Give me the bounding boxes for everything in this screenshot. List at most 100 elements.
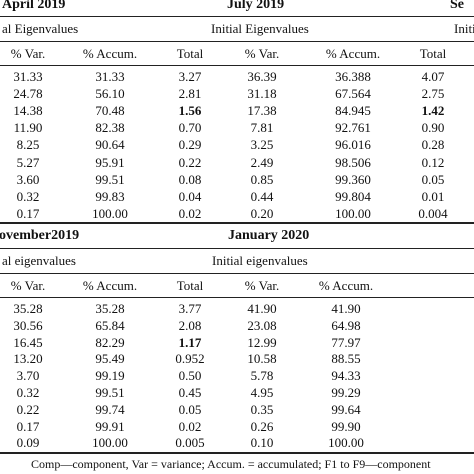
table2-cell: 0.02: [178, 418, 202, 434]
table1-cell: 0.20: [250, 205, 274, 221]
table1-cell: 92.761: [335, 120, 371, 136]
table1-cell: 17.38: [247, 103, 277, 119]
table1-cell: 100.00: [92, 205, 128, 221]
table2-col-header: % Var.: [10, 278, 46, 293]
table2-col-header: % Var.: [244, 278, 280, 293]
table2-cell: 99.74: [95, 401, 125, 417]
table2-cell: 2.08: [178, 317, 202, 333]
table1-cell: 0.85: [250, 171, 274, 187]
table2-cell: 41.90: [247, 301, 277, 316]
table1-cell: 0.32: [16, 188, 40, 204]
table1-subheader-3: Initi: [454, 21, 474, 36]
table2-cell: 35.28: [13, 301, 43, 316]
table2-cell: 0.35: [250, 401, 274, 417]
table2-cell: 99.91: [95, 418, 125, 434]
table1-cell: 24.78: [13, 86, 43, 102]
table1-cell: 3.60: [16, 171, 40, 187]
table2-cell: 0.10: [250, 435, 274, 451]
table2-cell: 30.56: [13, 317, 43, 333]
table2-cell: 41.90: [331, 301, 361, 316]
table1-cell: 5.27: [16, 154, 40, 170]
table1-cell: 70.48: [95, 103, 125, 119]
table2-cell: 0.952: [175, 351, 205, 367]
table2-col-header: Total: [176, 278, 204, 293]
table1-cell: 3.25: [250, 137, 274, 153]
table1-cell: 56.10: [95, 86, 125, 102]
table1-cell: 67.564: [335, 86, 371, 102]
table1-cell: 4.07: [421, 69, 445, 84]
table1-col-header: % Var.: [244, 46, 280, 61]
table2-cell: 82.29: [95, 334, 125, 350]
table1-title-rule: [0, 16, 474, 17]
table2-cell: 0.05: [178, 401, 202, 417]
table1-cell: 0.08: [178, 171, 202, 187]
table1-cell: 3.27: [178, 69, 202, 84]
table2-cell: 0.26: [250, 418, 274, 434]
table1-col-header: Total: [419, 46, 447, 61]
table1-cell: 11.90: [13, 120, 43, 136]
table1-cell: 2.49: [250, 154, 274, 170]
table1-cell: 14.38: [13, 103, 43, 119]
table1-cell: 99.51: [95, 171, 125, 187]
table2-cell: 95.49: [95, 351, 125, 367]
table1-col-header: % Accum.: [82, 46, 138, 61]
table1-cell: 0.17: [16, 205, 40, 221]
table2-cell: 10.58: [247, 351, 277, 367]
table2-cell: 94.33: [331, 368, 361, 384]
table1-header-rule: [0, 65, 474, 66]
table2-cell: 35.28: [95, 301, 125, 316]
table2-subheader-rule: [0, 273, 474, 274]
table2-bottom-rule: [0, 452, 474, 454]
table2-cell: 64.98: [331, 317, 361, 333]
table1-cell: 0.44: [250, 188, 274, 204]
table2-cell: 16.45: [13, 334, 43, 350]
table1-col-header: % Accum.: [325, 46, 381, 61]
table1-cell: 1.56: [178, 103, 202, 119]
table2-cell: 88.55: [331, 351, 361, 367]
table1-title-april-2019: April 2019: [2, 0, 66, 12]
table2-col-header: % Accum.: [82, 278, 138, 293]
table2-header-rule: [0, 297, 474, 298]
table1-cell: 2.81: [178, 86, 202, 102]
footnote: Comp—component, Var = variance; Accum. =…: [31, 457, 431, 471]
table2-cell: 3.77: [178, 301, 202, 316]
table2-cell: 0.22: [16, 401, 40, 417]
table2-cell: 5.78: [250, 368, 274, 384]
table2-cell: 99.64: [331, 401, 361, 417]
table2-subheader-1: al eigenvalues: [2, 253, 76, 268]
table1-cell: 0.01: [421, 188, 445, 204]
table1-col-header: % Var.: [10, 46, 46, 61]
table1-title-september: Se: [450, 0, 464, 12]
table1-col-header: Total: [176, 46, 204, 61]
table2-cell: 23.08: [247, 317, 277, 333]
table1-cell: 96.016: [335, 137, 371, 153]
table2-cell: 4.95: [250, 385, 274, 400]
table2-cell: 1.17: [178, 334, 202, 350]
table2-col-header: % Accum.: [318, 278, 374, 293]
table1-cell: 31.33: [95, 69, 125, 84]
table1-cell: 0.004: [418, 205, 448, 221]
table1-cell: 95.91: [95, 154, 125, 170]
table1-cell: 100.00: [335, 205, 371, 221]
table1-cell: 36.388: [335, 69, 371, 84]
table1-cell: 0.12: [421, 154, 445, 170]
table2-cell: 3.70: [16, 368, 40, 384]
table1-cell: 0.04: [178, 188, 202, 204]
table2-cell: 99.29: [331, 385, 361, 400]
table1-cell: 31.18: [247, 86, 277, 102]
table2-cell: 65.84: [95, 317, 125, 333]
table2-cell: 100.00: [328, 435, 364, 451]
table1-cell: 31.33: [13, 69, 43, 84]
table1-cell: 1.42: [421, 103, 445, 119]
table2-cell: 99.19: [95, 368, 125, 384]
table1-cell: 82.38: [95, 120, 125, 136]
table1-cell: 0.29: [178, 137, 202, 153]
table1-cell: 84.945: [335, 103, 371, 119]
table2-cell: 100.00: [92, 435, 128, 451]
table1-cell: 99.360: [335, 171, 371, 187]
table1-cell: 98.506: [335, 154, 371, 170]
table1-cell: 0.05: [421, 171, 445, 187]
table2-title-rule: [0, 248, 474, 249]
table1-cell: 99.804: [335, 188, 371, 204]
table2-cell: 0.17: [16, 418, 40, 434]
